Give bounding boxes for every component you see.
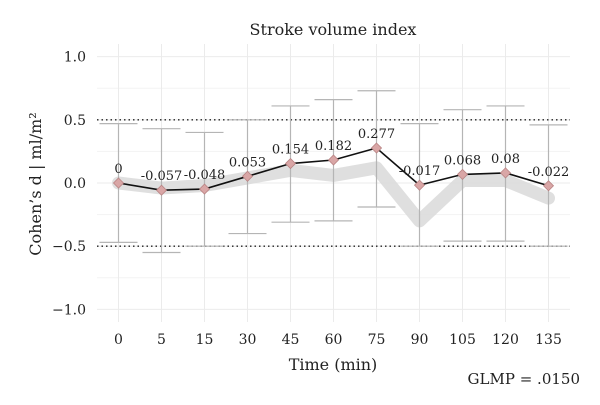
x-axis-title: Time (min): [289, 355, 378, 374]
y-tick-label: 1.0: [64, 50, 86, 66]
data-label-75: 0.277: [358, 127, 395, 142]
data-point-0: [112, 177, 125, 189]
data-label-30: 0.053: [229, 155, 266, 170]
x-tick-label: 5: [157, 332, 166, 348]
x-tick-label: 60: [325, 332, 343, 348]
x-tick-label: 90: [411, 332, 429, 348]
chart-title: Stroke volume index: [250, 20, 417, 39]
data-point-90: [413, 179, 426, 191]
y-axis-title: Cohen’s d | ml/m²: [26, 112, 45, 255]
data-label-5: -0.057: [141, 169, 183, 184]
data-points: [112, 142, 555, 196]
x-tick-label: 120: [492, 332, 519, 348]
data-point-5: [155, 184, 168, 196]
x-tick-label: 105: [449, 332, 476, 348]
data-label-15: -0.048: [184, 168, 226, 183]
x-tick-labels: 0 5 15 30 45 60 75 90 105 120 135: [114, 332, 562, 348]
data-label-90: -0.017: [399, 164, 441, 179]
x-tick-label: 30: [239, 332, 257, 348]
y-tick-label: 0.0: [64, 176, 86, 192]
data-label-105: 0.068: [444, 153, 481, 168]
data-point-30: [241, 170, 254, 182]
x-tick-label: 0: [114, 332, 123, 348]
y-tick-label: 0.5: [64, 113, 86, 129]
y-tick-label: −0.5: [52, 239, 86, 255]
data-label-120: 0.08: [491, 152, 520, 167]
x-tick-label: 135: [535, 332, 562, 348]
y-tick-label: −1.0: [52, 302, 86, 318]
glmp-annotation: GLMP = .0150: [468, 370, 580, 388]
x-tick-label: 15: [196, 332, 214, 348]
data-point-120: [499, 167, 512, 179]
data-label-60: 0.182: [315, 139, 352, 154]
x-tick-label: 75: [368, 332, 386, 348]
data-point-60: [327, 154, 340, 166]
data-point-15: [198, 183, 211, 195]
data-point-105: [456, 168, 469, 180]
data-label-0: 0: [114, 162, 122, 177]
x-tick-label: 45: [282, 332, 300, 348]
data-point-135: [542, 180, 555, 192]
data-label-45: 0.154: [272, 143, 309, 158]
data-label-135: -0.022: [528, 165, 570, 180]
y-tick-labels: 1.0 0.5 0.0 −0.5 −1.0: [52, 50, 86, 319]
data-point-45: [284, 157, 297, 170]
data-point-75: [370, 142, 383, 154]
